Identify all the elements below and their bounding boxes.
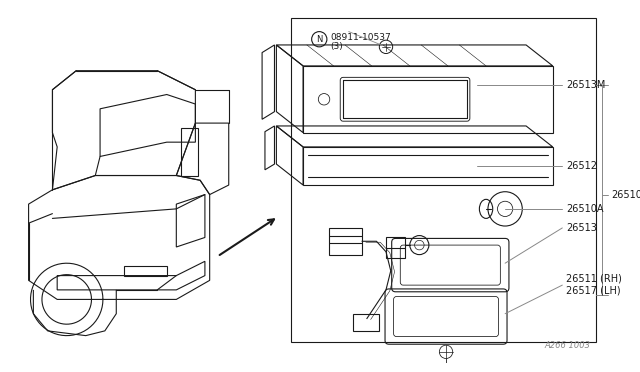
Bar <box>386 237 405 259</box>
Bar <box>353 314 380 331</box>
Text: 26511 (RH): 26511 (RH) <box>566 273 622 283</box>
Text: N: N <box>316 35 323 44</box>
Text: 26512: 26512 <box>566 161 597 171</box>
Text: 26510A: 26510A <box>566 204 604 214</box>
Text: 26513M: 26513M <box>566 80 605 90</box>
Text: 26510: 26510 <box>611 190 640 199</box>
Text: (3): (3) <box>331 42 344 51</box>
Text: 26517 (LH): 26517 (LH) <box>566 286 621 296</box>
Text: A266 1003: A266 1003 <box>545 341 591 350</box>
Text: 26513: 26513 <box>566 223 597 233</box>
Text: 08911-10537: 08911-10537 <box>331 33 392 42</box>
